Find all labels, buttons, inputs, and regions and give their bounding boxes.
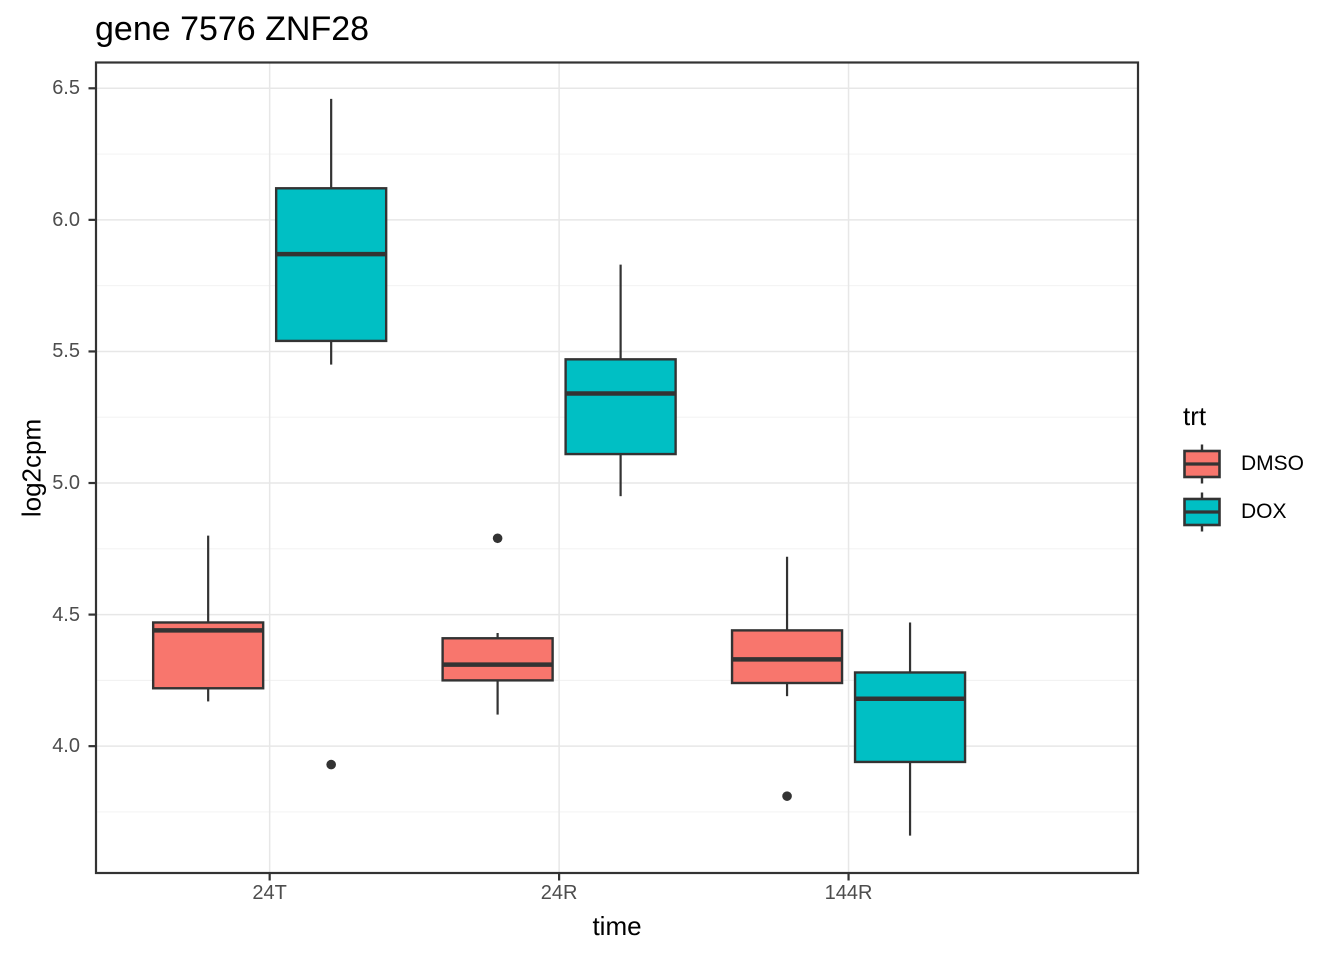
y-tick-label: 4.5 [52, 603, 80, 626]
boxplot-24R-DMSO-outlier [492, 533, 503, 544]
y-tick-label: 5.0 [52, 472, 80, 494]
boxplot-24T-DOX-outlier [326, 759, 336, 770]
y-tick-label: 6.5 [52, 77, 80, 100]
panel-border [94, 61, 1140, 875]
y-tick-label: 4.0 [52, 735, 80, 758]
boxplot-24R-DOX-box [564, 358, 677, 456]
legend: trt DMSO DOX [1183, 401, 1304, 534]
boxplot-24T-DMSO-box [151, 621, 265, 690]
panel-background [96, 62, 1138, 873]
boxplot-key-icon [1183, 492, 1221, 532]
legend-title: trt [1183, 401, 1207, 431]
legend-entry-dmso: DMSO [1183, 442, 1304, 486]
x-tick-label: 24T [252, 882, 287, 904]
legend-entry-dox: DOX [1183, 490, 1304, 534]
boxplot-144R-DMSO-box [730, 629, 844, 685]
y-tick-label: 5.5 [52, 340, 80, 363]
boxplot-144R-DMSO-outlier [782, 791, 792, 801]
legend-label-dox: DOX [1241, 500, 1287, 523]
boxplot-key-icon [1183, 444, 1221, 484]
boxplot-144R-DOX-box [853, 671, 967, 764]
legend-label-dmso: DMSO [1241, 452, 1304, 475]
x-tick-label: 144R [824, 882, 873, 904]
x-axis-title: time [592, 911, 642, 941]
boxplot-24T-DOX-box [274, 187, 388, 343]
boxplot-24R-DMSO-box [441, 637, 554, 682]
x-tick-label: 24R [540, 882, 578, 904]
y-tick-label: 6.0 [52, 208, 80, 231]
plot-title: gene 7576 ZNF28 [95, 10, 370, 48]
